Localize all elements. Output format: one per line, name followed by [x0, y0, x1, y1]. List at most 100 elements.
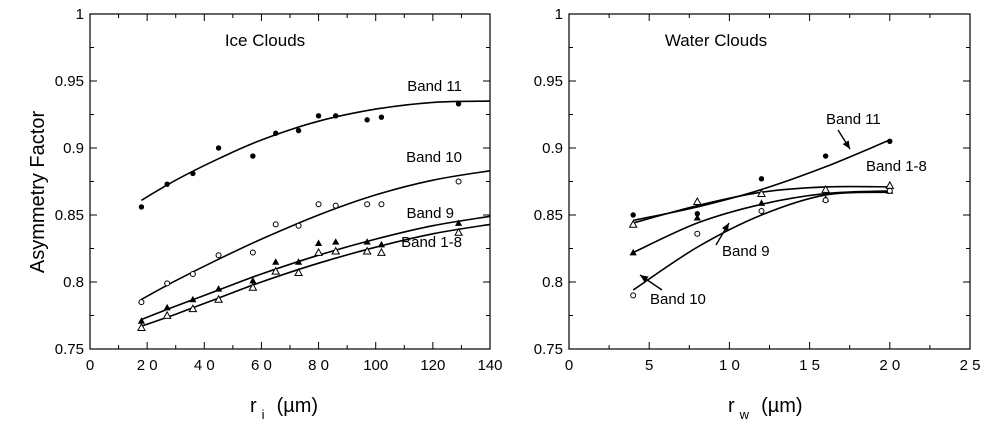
data-point — [164, 280, 171, 287]
fit-curve — [140, 100, 491, 201]
x-tick-label: 2 0 — [879, 357, 900, 374]
x-axis-label: r i (µm) — [250, 395, 318, 422]
data-point — [136, 322, 146, 331]
data-point — [378, 201, 385, 208]
y-tick-label: 0.85 — [534, 207, 563, 224]
y-tick-label: 1 — [555, 6, 563, 23]
x-tick-label: 2 0 — [137, 357, 158, 374]
data-point — [249, 277, 257, 284]
series-label: Band 9 — [406, 205, 454, 222]
data-point — [163, 303, 171, 311]
data-point — [164, 181, 170, 187]
data-point — [248, 282, 258, 291]
x-axis-unit: (µm) — [761, 395, 803, 417]
series-band-11: Band 11 — [138, 78, 491, 210]
x-tick-label: 0 — [565, 357, 573, 374]
data-point — [376, 247, 386, 256]
data-point — [138, 299, 145, 306]
series-label: Band 10 — [406, 149, 462, 166]
data-point — [295, 222, 302, 229]
y-tick-label: 0.9 — [542, 140, 563, 157]
data-point — [364, 201, 371, 208]
data-point — [886, 187, 893, 194]
data-point — [454, 227, 464, 236]
series-band-9: Band 9 — [137, 205, 491, 324]
x-tick-label: 1 5 — [799, 357, 820, 374]
y-tick-label: 0.95 — [55, 73, 84, 90]
data-point — [694, 230, 701, 237]
series-band-9: Band 9 — [629, 187, 894, 260]
data-point — [138, 204, 145, 210]
arrow-head — [640, 275, 649, 283]
data-point — [693, 214, 701, 221]
arrow-head — [721, 223, 729, 232]
data-point — [630, 292, 637, 299]
fit-curve — [632, 191, 890, 291]
data-point — [455, 178, 462, 185]
data-point — [758, 207, 765, 214]
y-axis-label: Asymmetry Factor — [27, 111, 49, 274]
y-tick-label: 0.85 — [55, 207, 84, 224]
x-tick-label: 100 — [363, 357, 388, 374]
data-point — [628, 219, 638, 228]
data-point — [821, 184, 831, 193]
data-point — [190, 170, 196, 177]
series-band-1-8: Band 1-8 — [136, 223, 491, 331]
data-point — [294, 258, 303, 265]
chart-title: Water Clouds — [665, 31, 767, 50]
data-point — [272, 221, 279, 228]
x-axis-symbol: r — [728, 395, 735, 417]
fit-curve — [141, 223, 491, 327]
x-tick-label: 1 0 — [719, 357, 740, 374]
data-point — [314, 247, 324, 256]
y-tick-label: 1 — [76, 6, 84, 23]
x-axis-subscript: i — [262, 407, 265, 422]
fit-curve — [141, 170, 491, 301]
data-point — [757, 199, 766, 206]
data-point — [295, 127, 302, 134]
data-point — [332, 202, 339, 209]
data-point — [757, 188, 766, 197]
data-point — [215, 145, 222, 151]
x-tick-label: 5 — [645, 357, 653, 374]
data-point — [294, 267, 304, 276]
x-tick-label: 2 5 — [960, 357, 981, 374]
data-point — [189, 270, 196, 277]
series-band-10: Band 10 — [630, 187, 893, 308]
x-tick-label: 120 — [420, 357, 445, 374]
x-tick-label: 140 — [477, 357, 502, 374]
plot-frame — [568, 13, 971, 350]
series-label: Band 10 — [650, 291, 706, 308]
data-point — [162, 310, 172, 319]
y-tick-label: 0.9 — [63, 140, 84, 157]
data-point — [758, 176, 765, 182]
data-point — [364, 117, 370, 123]
series-band-10: Band 10 — [138, 149, 491, 306]
x-axis-label: r w (µm) — [728, 395, 803, 422]
data-point — [249, 249, 256, 256]
data-point — [271, 266, 281, 275]
data-point — [315, 201, 322, 208]
data-point — [454, 219, 463, 226]
data-point — [137, 317, 146, 324]
series-label: Band 11 — [826, 111, 881, 128]
water-clouds-panel: Water Clouds r w (µm) 0 5 1 0 1 5 2 0 2 5 0.75 0.… — [534, 6, 981, 422]
data-point — [692, 196, 702, 205]
data-point — [315, 113, 322, 119]
data-point — [362, 246, 372, 255]
data-point — [331, 246, 341, 255]
y-tick-label: 0.8 — [63, 274, 84, 291]
data-point — [822, 197, 829, 204]
data-point — [273, 130, 279, 136]
data-point — [378, 114, 385, 120]
data-point — [214, 294, 224, 303]
x-tick-label: 0 — [86, 357, 94, 374]
data-point — [455, 101, 462, 107]
y-tick-label: 0.8 — [542, 274, 563, 291]
series-label: Band 9 — [722, 243, 770, 260]
arrow-head — [842, 140, 850, 149]
series-label: Band 1-8 — [401, 234, 462, 251]
data-point — [214, 285, 223, 292]
data-point — [314, 239, 323, 247]
